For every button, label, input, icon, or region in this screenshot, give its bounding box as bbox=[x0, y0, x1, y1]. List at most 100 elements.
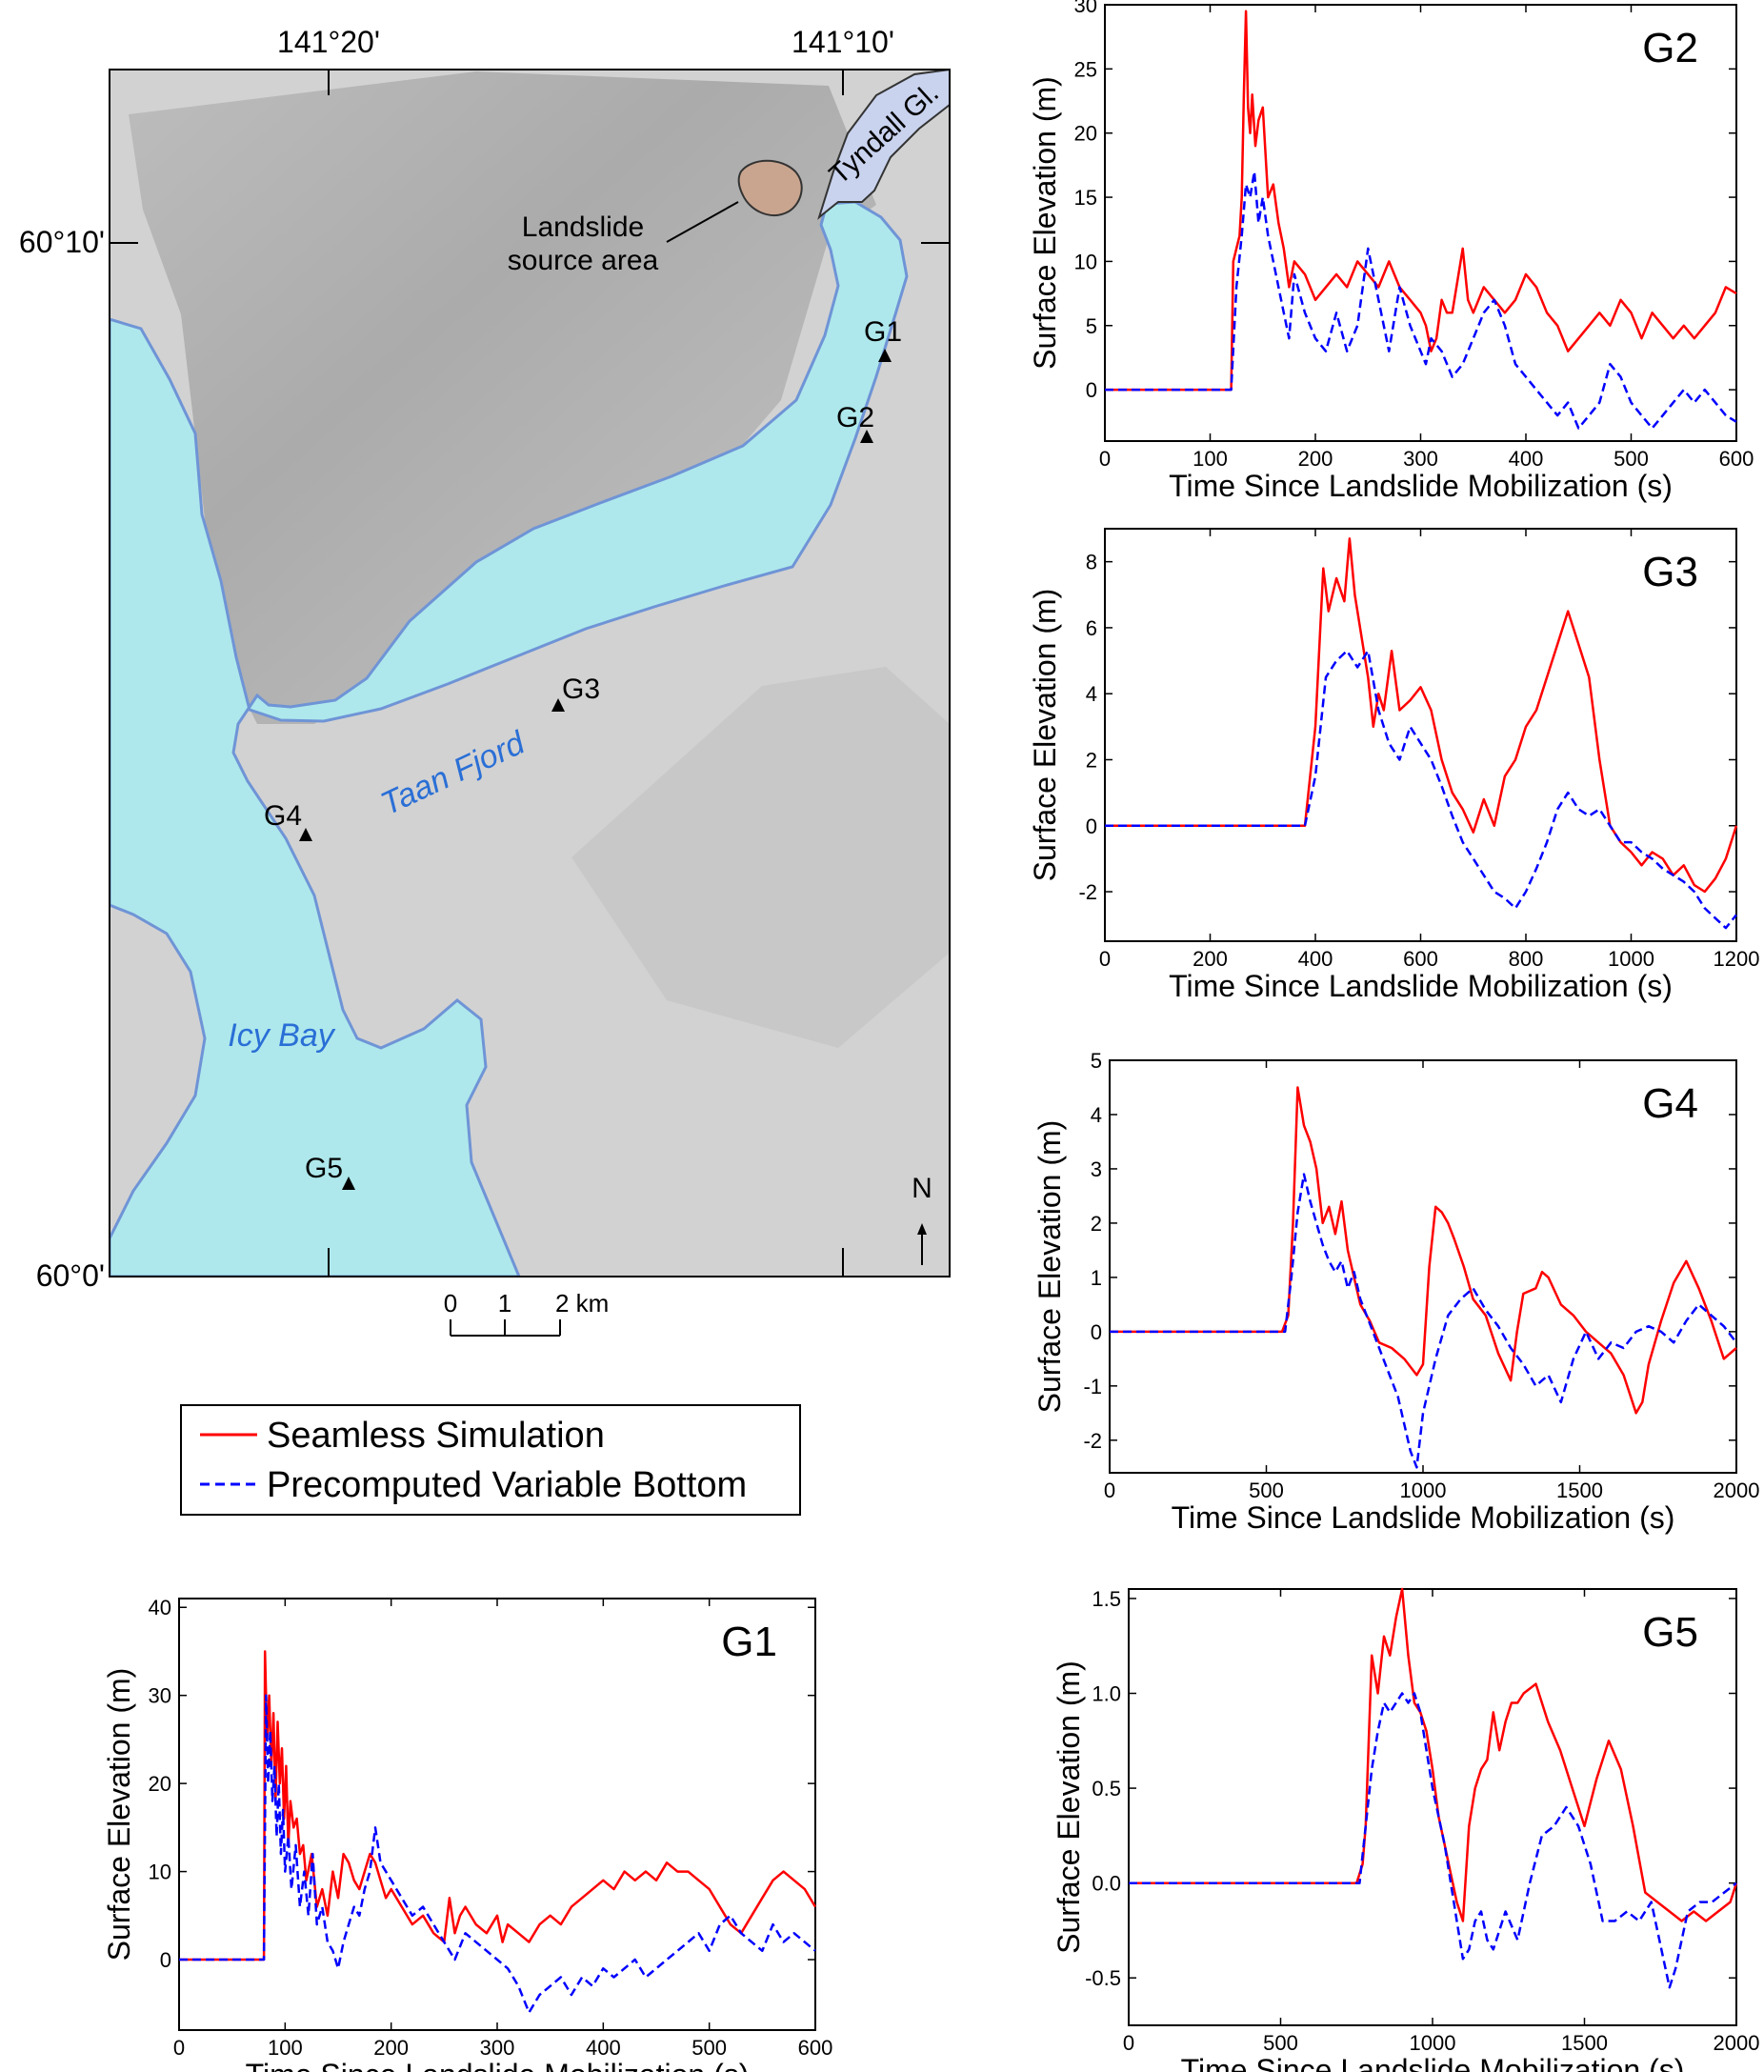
map-ridge bbox=[571, 667, 950, 1048]
x-axis-label: Time Since Landslide Mobilization (s) bbox=[1172, 1500, 1675, 1535]
landslide-source-area bbox=[737, 159, 803, 216]
gauge-marker bbox=[551, 698, 565, 712]
coord-lon-right: 141°10' bbox=[792, 25, 894, 59]
scale-bar: 0 1 2 km bbox=[444, 1289, 609, 1337]
north-arrow-head bbox=[917, 1223, 927, 1235]
y-axis-label: Surface Elevation (m) bbox=[1032, 1120, 1067, 1414]
panel-title: G4 bbox=[1642, 1080, 1698, 1127]
x-axis-label: Time Since Landslide Mobilization (s) bbox=[1181, 2053, 1685, 2072]
legend-label-precomputed: Precomputed Variable Bottom bbox=[267, 1465, 747, 1505]
x-tick-label: 0 bbox=[1123, 2031, 1134, 2055]
y-axis-label: Surface Elevation (m) bbox=[1028, 589, 1062, 882]
x-tick-label: 200 bbox=[373, 2036, 409, 2060]
map: 141°20' 141°10' 60°10' 60°0' Tyndall Gl.… bbox=[19, 25, 951, 1337]
x-tick-label: 2000 bbox=[1714, 2031, 1760, 2055]
panel-title: G3 bbox=[1642, 549, 1698, 595]
gauge-marker bbox=[342, 1177, 355, 1190]
x-tick-label: 1500 bbox=[1556, 1479, 1603, 1502]
gauge-marker bbox=[860, 430, 873, 443]
legend: Seamless Simulation Precomputed Variable… bbox=[180, 1404, 801, 1516]
chart-g5: 0 500 1000 1500 2000 -0.5 0.0 0.5 1.0 1.5 G5 Time S… bbox=[1052, 1587, 1759, 2072]
y-tick-label: 0 bbox=[1086, 378, 1097, 402]
x-tick-label: 800 bbox=[1509, 947, 1544, 971]
y-tick-label: -0.5 bbox=[1085, 1966, 1121, 1990]
x-tick-label: 600 bbox=[798, 2036, 833, 2060]
y-tick-label: 30 bbox=[1074, 0, 1097, 17]
y-tick-label: 0.5 bbox=[1092, 1777, 1121, 1800]
y-tick-label: 6 bbox=[1086, 616, 1097, 640]
y-tick-label: 20 bbox=[1074, 122, 1097, 146]
y-tick-label: 0.0 bbox=[1092, 1872, 1121, 1896]
plot-area bbox=[1104, 4, 1737, 442]
coord-lon-left: 141°20' bbox=[277, 25, 380, 59]
x-tick-label: 1000 bbox=[1608, 947, 1654, 971]
panel-title: G2 bbox=[1642, 25, 1698, 71]
x-tick-label: 100 bbox=[1193, 447, 1228, 471]
scale-label-2: 2 km bbox=[555, 1289, 609, 1318]
y-axis-label: Surface Elevation (m) bbox=[102, 1668, 136, 1961]
chart-g1: 0 100 200 300 400 500 600 0 10 20 30 40 G1 Time Since… bbox=[102, 1596, 832, 2072]
plot-area bbox=[178, 1598, 816, 2031]
y-tick-label: 3 bbox=[1091, 1157, 1102, 1181]
x-tick-label: 500 bbox=[1263, 2031, 1298, 2055]
map-frame-ticks bbox=[110, 70, 950, 1277]
gauge-marker bbox=[299, 828, 312, 841]
y-tick-label: -2 bbox=[1083, 1429, 1102, 1453]
y-tick-label: 4 bbox=[1091, 1103, 1102, 1127]
series-seamless-line bbox=[1129, 1587, 1738, 1922]
series-seamless-line bbox=[1110, 1086, 1737, 1415]
series-seamless-line bbox=[1105, 537, 1738, 894]
y-tick-label: -2 bbox=[1078, 880, 1097, 904]
scale-label-1: 1 bbox=[498, 1289, 511, 1318]
gauge-g5: G5 bbox=[305, 1153, 355, 1190]
y-tick-label: 40 bbox=[149, 1596, 171, 1619]
gauge-marker bbox=[878, 349, 892, 362]
y-axis-label: Surface Elevation (m) bbox=[1052, 1660, 1086, 1954]
x-tick-label: 300 bbox=[480, 2036, 515, 2060]
gauge-label: G4 bbox=[264, 800, 302, 832]
x-tick-label: 400 bbox=[1298, 947, 1333, 971]
x-axis-label: Time Since Landslide Mobilization (s) bbox=[1169, 969, 1673, 1003]
x-tick-label: 0 bbox=[1099, 447, 1111, 471]
gauge-g2: G2 bbox=[836, 402, 874, 443]
x-tick-label: 1500 bbox=[1561, 2031, 1608, 2055]
panel-title: G5 bbox=[1642, 1609, 1698, 1656]
legend-box bbox=[180, 1404, 801, 1516]
map-frame bbox=[109, 69, 951, 1277]
y-tick-label: 8 bbox=[1086, 551, 1097, 574]
panel-title: G1 bbox=[721, 1619, 777, 1665]
chart-g2: 0 100 200 300 400 500 600 0 5 10 15 20 25 30 G2 Time Si… bbox=[1028, 0, 1754, 503]
x-tick-label: 1000 bbox=[1400, 1479, 1447, 1502]
y-tick-label: -1 bbox=[1083, 1375, 1102, 1398]
x-tick-label: 1000 bbox=[1410, 2031, 1456, 2055]
x-tick-label: 500 bbox=[692, 2036, 727, 2060]
x-tick-label: 400 bbox=[586, 2036, 621, 2060]
x-tick-label: 200 bbox=[1298, 447, 1333, 471]
y-tick-label: 10 bbox=[149, 1861, 171, 1884]
landslide-label-line2: source area bbox=[508, 245, 659, 276]
scale-label-0: 0 bbox=[444, 1289, 457, 1318]
x-tick-label: 0 bbox=[1104, 1479, 1115, 1502]
y-tick-label: 0 bbox=[1091, 1320, 1102, 1344]
y-tick-label: 4 bbox=[1086, 682, 1097, 706]
x-tick-label: 2000 bbox=[1714, 1479, 1760, 1502]
gauge-label: G2 bbox=[836, 402, 874, 433]
y-tick-label: 10 bbox=[1074, 250, 1097, 273]
gauge-g3: G3 bbox=[551, 674, 600, 712]
y-tick-label: 15 bbox=[1074, 186, 1097, 210]
y-tick-label: 25 bbox=[1074, 57, 1097, 81]
y-tick-label: 2 bbox=[1091, 1212, 1102, 1236]
y-tick-label: 1.0 bbox=[1092, 1682, 1121, 1706]
legend-label-seamless: Seamless Simulation bbox=[267, 1416, 605, 1456]
y-tick-label: 5 bbox=[1091, 1049, 1102, 1073]
series-precomputed-line bbox=[1105, 170, 1737, 430]
plot-area bbox=[1104, 528, 1737, 942]
y-tick-label: 30 bbox=[149, 1684, 171, 1708]
gauge-label: G3 bbox=[562, 674, 600, 705]
y-tick-label: 1 bbox=[1091, 1266, 1102, 1290]
x-tick-label: 500 bbox=[1249, 1479, 1284, 1502]
north-arrow: N bbox=[912, 1173, 932, 1265]
x-tick-label: 0 bbox=[173, 2036, 185, 2060]
coord-lat-bottom: 60°0' bbox=[36, 1258, 105, 1293]
